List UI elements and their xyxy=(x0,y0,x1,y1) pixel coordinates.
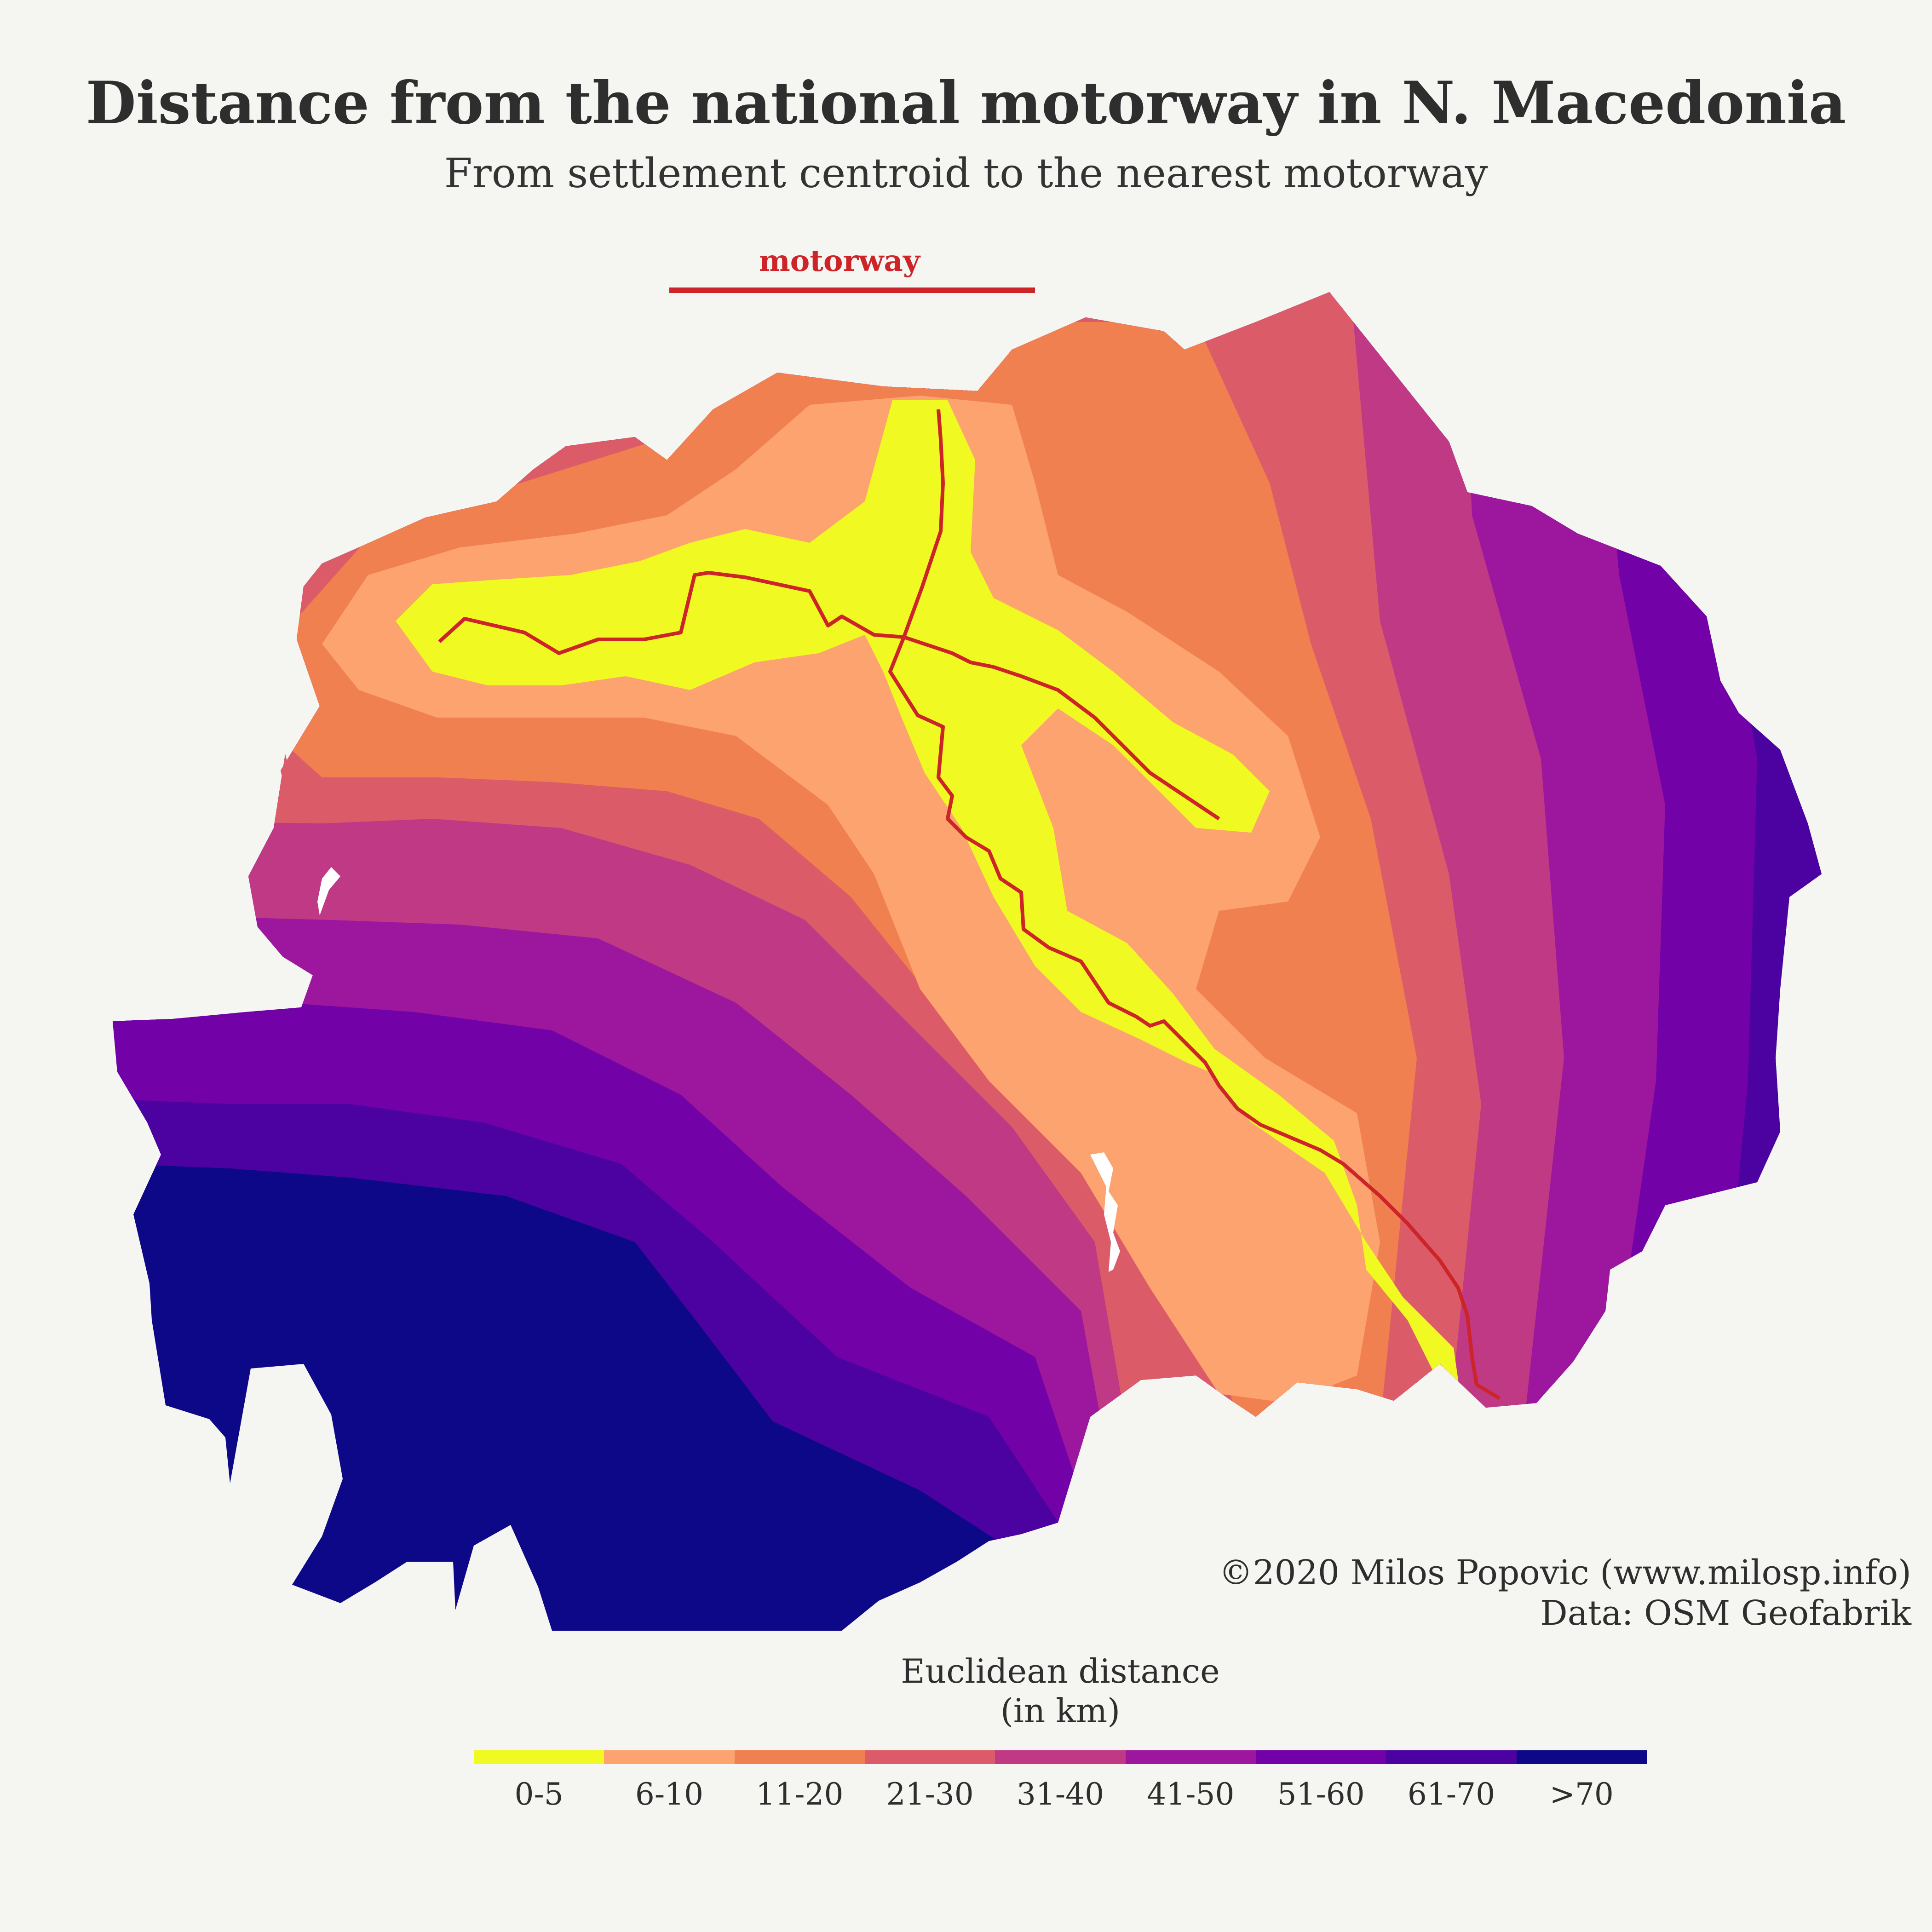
legend-swatch xyxy=(995,1750,1126,1764)
legend-swatch xyxy=(1125,1750,1256,1764)
legend-swatch xyxy=(474,1750,604,1764)
motorway-line xyxy=(438,409,1501,1400)
lake-mavrovo xyxy=(317,867,340,915)
legend-swatch xyxy=(734,1750,865,1764)
legend-label: 41-50 xyxy=(1147,1777,1235,1812)
legend-labels: 0-5 6-10 11-20 21-30 31-40 41-50 51-60 6… xyxy=(474,1777,1647,1812)
legend-label: 6-10 xyxy=(635,1777,704,1812)
map-subtitle: From settlement centroid to the nearest … xyxy=(444,150,1488,197)
legend-label: 61-70 xyxy=(1407,1777,1495,1812)
credit-author: ©2020 Milos Popovic (www.milosp.info) xyxy=(1219,1553,1911,1593)
zone-0-5 xyxy=(396,400,1463,1412)
credit-source: Data: OSM Geofabrik xyxy=(1540,1593,1911,1633)
legend-label: 0-5 xyxy=(514,1777,564,1812)
legend-title-line1: Euclidean distance xyxy=(901,1652,1220,1690)
legend-label: 11-20 xyxy=(756,1777,844,1812)
legend-label: >70 xyxy=(1549,1777,1614,1812)
legend-title-line2: (in km) xyxy=(1000,1691,1121,1730)
motorway-legend: motorway xyxy=(669,239,1037,294)
motorway-legend-label: motorway xyxy=(759,244,920,278)
motorway-legend-line xyxy=(669,288,1035,293)
map-title: Distance from the national motorway in N… xyxy=(86,69,1846,137)
legend-label: 31-40 xyxy=(1016,1777,1104,1812)
lake-tikves xyxy=(1090,1152,1120,1272)
legend-title: Euclidean distance (in km) xyxy=(704,1651,1417,1731)
legend-swatch xyxy=(1255,1750,1386,1764)
legend-swatch xyxy=(604,1750,735,1764)
legend-swatch xyxy=(1386,1750,1517,1764)
legend-swatch xyxy=(864,1750,995,1764)
legend-label: 21-30 xyxy=(886,1777,974,1812)
credit: ©2020 Milos Popovic (www.milosp.info) Da… xyxy=(1219,1552,1911,1633)
legend-color-bar xyxy=(474,1750,1647,1764)
legend-swatch xyxy=(1516,1750,1647,1764)
legend-label: 51-60 xyxy=(1277,1777,1365,1812)
